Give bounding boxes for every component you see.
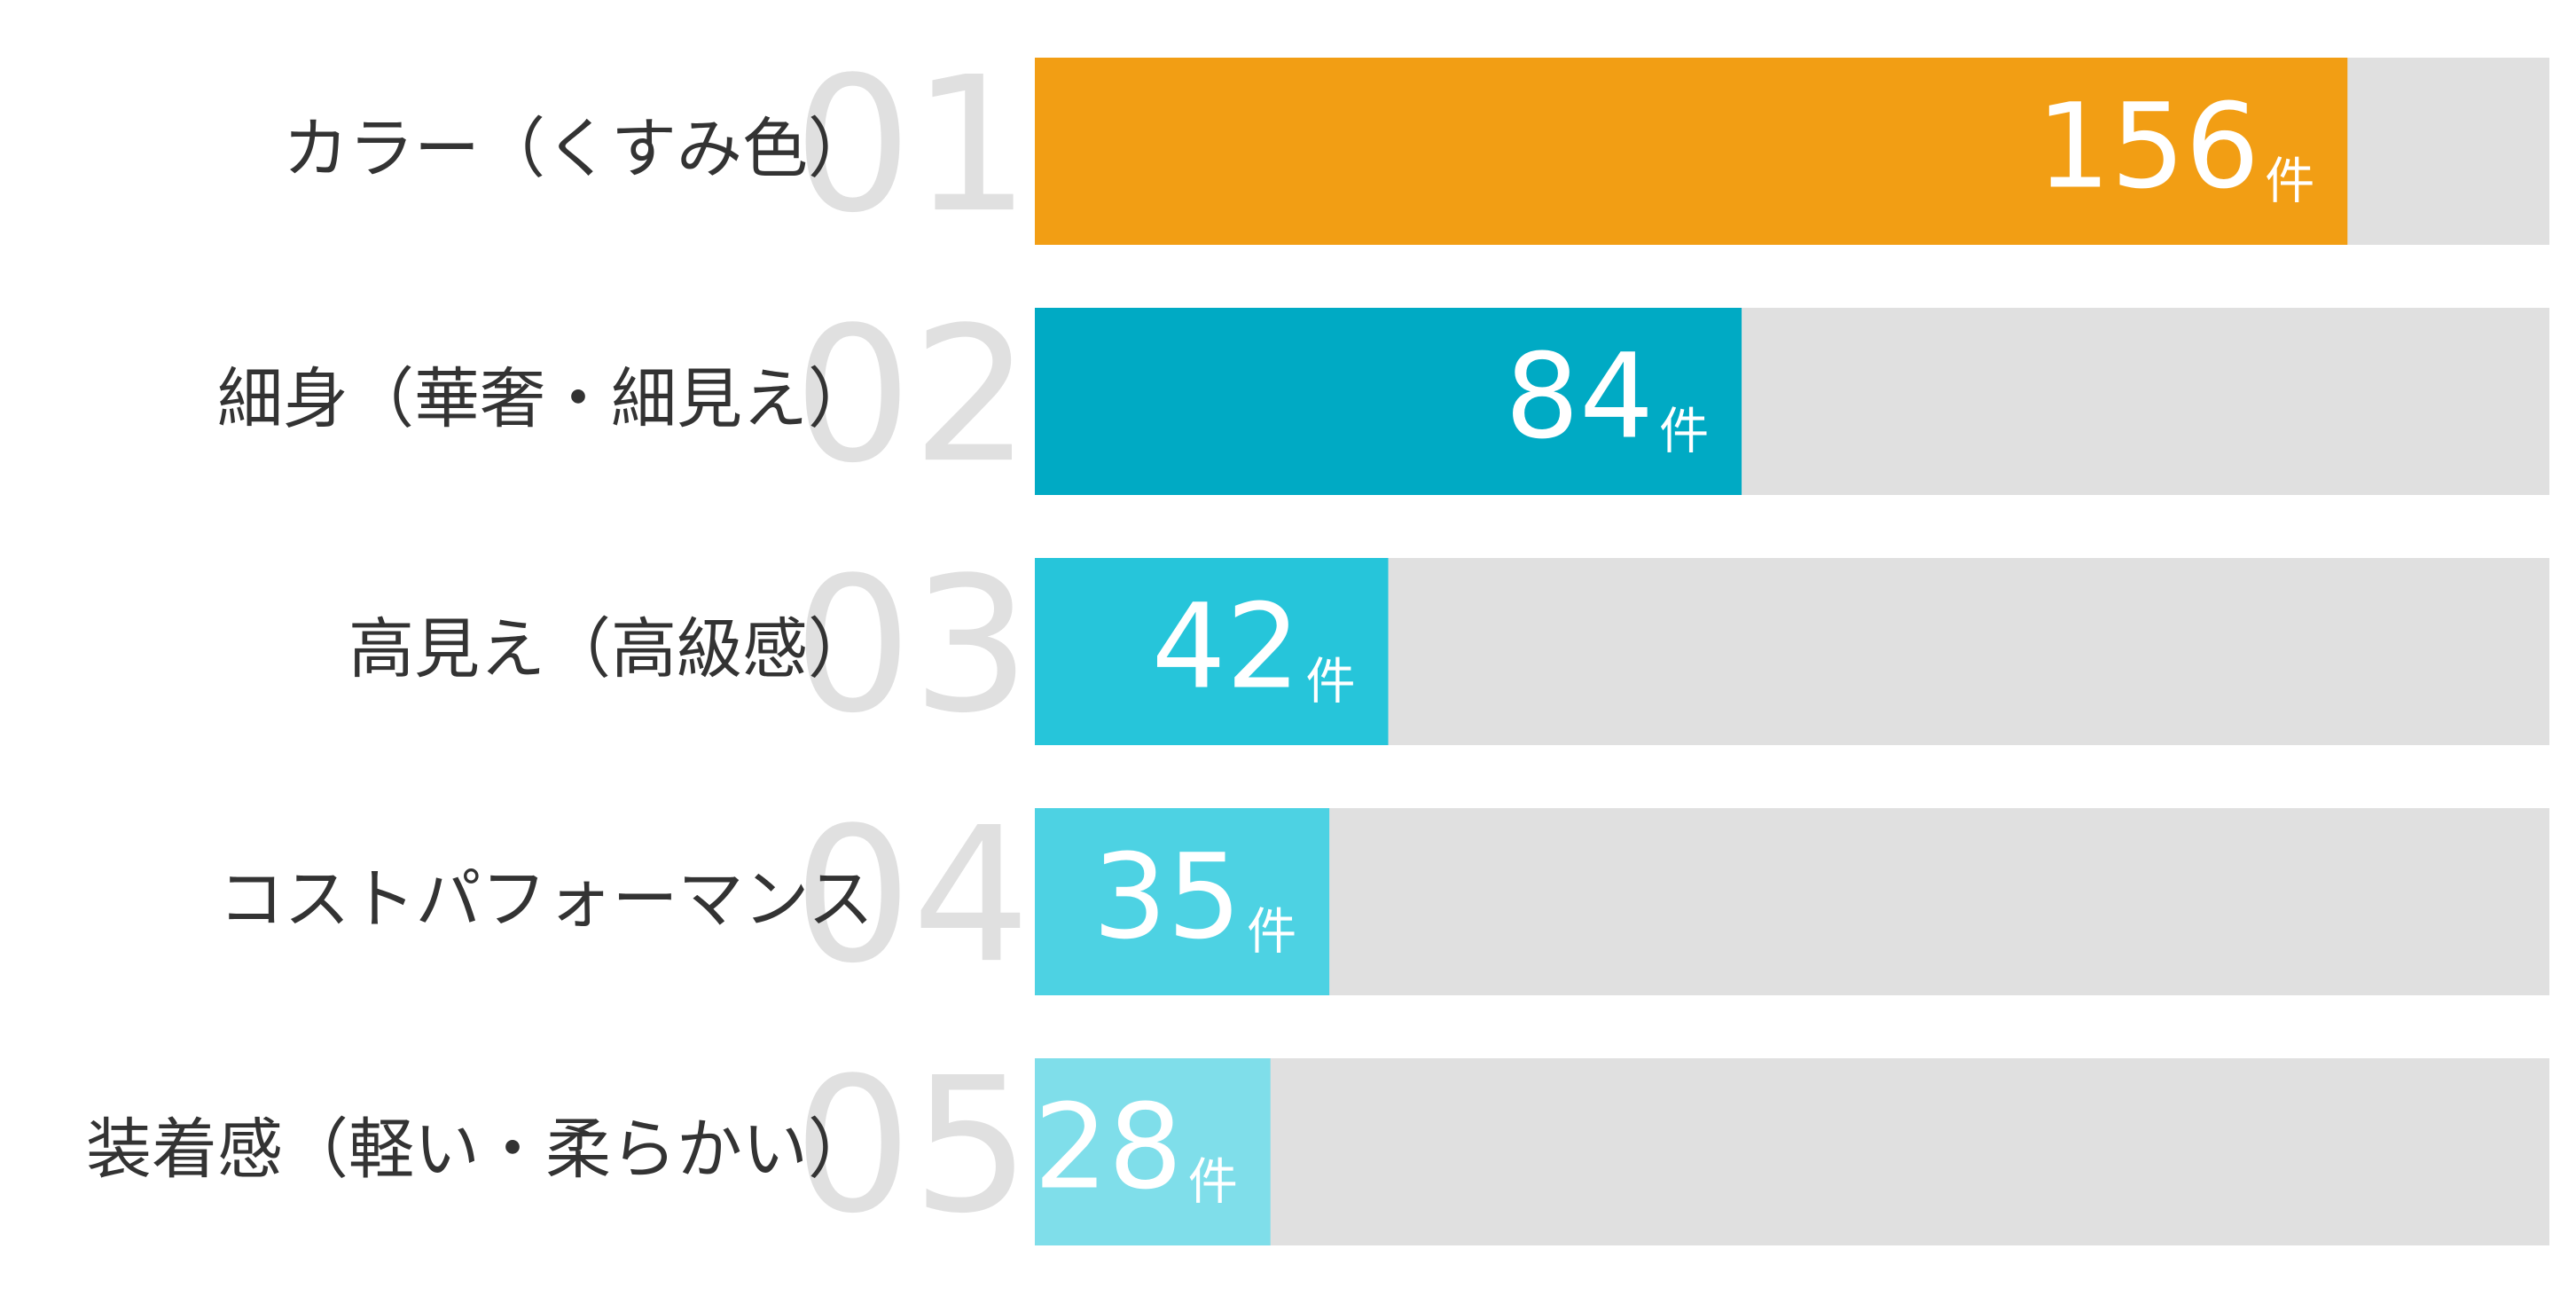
value-unit: 件 xyxy=(1188,1154,1238,1212)
rank-number: 04 xyxy=(794,787,1030,1004)
value-label: 42 件 xyxy=(1152,579,1356,716)
bar xyxy=(1035,58,2348,245)
rank-number: 05 xyxy=(794,1037,1030,1254)
rank-number: 03 xyxy=(794,537,1030,754)
value-label: 156 件 xyxy=(2036,79,2314,216)
value-number: 42 xyxy=(1152,579,1301,716)
value-unit: 件 xyxy=(1247,904,1296,962)
rank-number: 02 xyxy=(794,287,1030,504)
category-label: コストパフォーマンス xyxy=(218,861,873,938)
value-number: 84 xyxy=(1505,329,1654,466)
value-number: 156 xyxy=(2036,79,2259,216)
value-unit: 件 xyxy=(1306,654,1356,711)
bar xyxy=(1035,1058,1271,1245)
value-number: 35 xyxy=(1092,829,1241,966)
value-unit: 件 xyxy=(1659,404,1709,461)
bar xyxy=(1035,808,1330,995)
value-unit: 件 xyxy=(2265,153,2314,211)
category-label: 高見え（高級感） xyxy=(348,611,873,687)
category-label: カラー（くすみ色） xyxy=(283,111,873,187)
category-label: 細身（華奢・細見え） xyxy=(217,361,873,437)
value-label: 35 件 xyxy=(1092,829,1296,966)
category-label: 装着感（軽い・柔らかい） xyxy=(86,1112,873,1188)
bar-track xyxy=(1035,1058,2549,1245)
bar xyxy=(1035,308,1742,495)
value-number: 28 xyxy=(1034,1080,1183,1216)
rank-number: 01 xyxy=(794,36,1030,254)
value-label: 28 件 xyxy=(1034,1080,1238,1216)
bar xyxy=(1035,558,1389,745)
value-label: 84 件 xyxy=(1505,329,1709,466)
